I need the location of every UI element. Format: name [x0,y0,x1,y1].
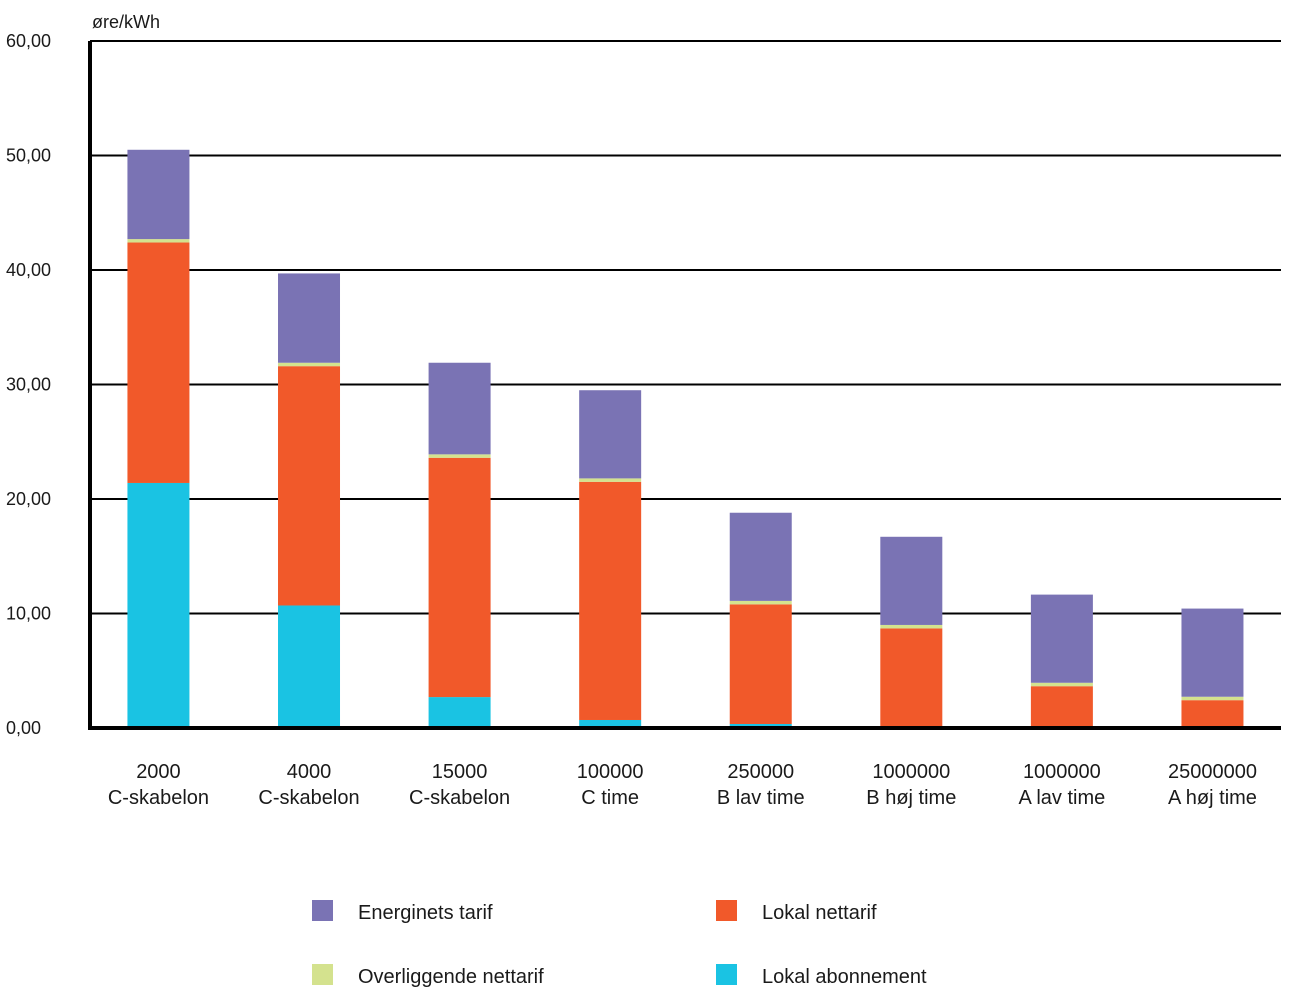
bar-segment [579,478,641,481]
bar-segment [730,513,792,601]
x-tick-label: B høj time [866,787,956,809]
x-tick-label: C time [581,787,639,809]
legend-swatch [312,900,333,921]
bar-segment [429,697,491,728]
y-axis-unit-label: øre/kWh [92,12,160,32]
x-tick-label: 250000 [727,761,794,783]
gridlines [90,41,1281,614]
x-tick-label: B lav time [717,787,805,809]
bar-segment [278,363,340,366]
y-tick-label: 50,00 [6,146,51,166]
x-tick-label: 1000000 [1023,761,1101,783]
legend-label: Lokal abonnement [762,966,927,988]
bar-segment [278,605,340,728]
bar-segment [880,628,942,726]
y-tick-label: 40,00 [6,260,51,280]
bar-segment [278,366,340,605]
x-tick-label: C-skabelon [409,787,510,809]
x-tick-label: 4000 [287,761,332,783]
legend-label: Lokal nettarif [762,902,877,924]
y-tick-label: 60,00 [6,31,51,51]
bar-segment [127,239,189,242]
bars [127,150,1243,728]
bar-segment [880,537,942,625]
bar-segment [730,601,792,604]
bar-segment [579,482,641,720]
x-tick-label: A lav time [1019,787,1106,809]
x-tick-label: 25000000 [1168,761,1257,783]
x-tick-label: 2000 [136,761,181,783]
bar-segment [579,390,641,478]
bar-segment [1031,683,1093,686]
bar-segment [880,625,942,628]
bar-segment [127,483,189,728]
x-tick-label: 100000 [577,761,644,783]
legend-swatch [312,964,333,985]
legend: Energinets tarif Lokal nettarif Overliggen… [312,900,927,988]
x-tick-label: C-skabelon [108,787,209,809]
bar-segment [278,273,340,362]
y-tick-label: 30,00 [6,375,51,395]
y-tick-label: 0,00 [6,718,41,738]
bar-segment [127,243,189,483]
legend-swatch [716,964,737,985]
y-tick-label: 10,00 [6,604,51,624]
legend-swatch [716,900,737,921]
bar-segment [429,458,491,697]
y-tick-label: 20,00 [6,489,51,509]
bar-segment [1181,609,1243,697]
bar-segment [429,363,491,455]
bar-segment [127,150,189,239]
bar-segment [1031,595,1093,683]
x-tick-label: 15000 [432,761,488,783]
legend-label: Overliggende nettarif [358,966,544,988]
bar-segment [730,604,792,724]
x-tick-label: A høj time [1168,787,1257,809]
x-tick-label: C-skabelon [258,787,359,809]
bar-segment [1031,686,1093,727]
x-tick-label: 1000000 [872,761,950,783]
bar-segment [1181,700,1243,727]
legend-label: Energinets tarif [358,902,493,924]
bar-segment [1181,697,1243,700]
bar-segment [429,454,491,457]
